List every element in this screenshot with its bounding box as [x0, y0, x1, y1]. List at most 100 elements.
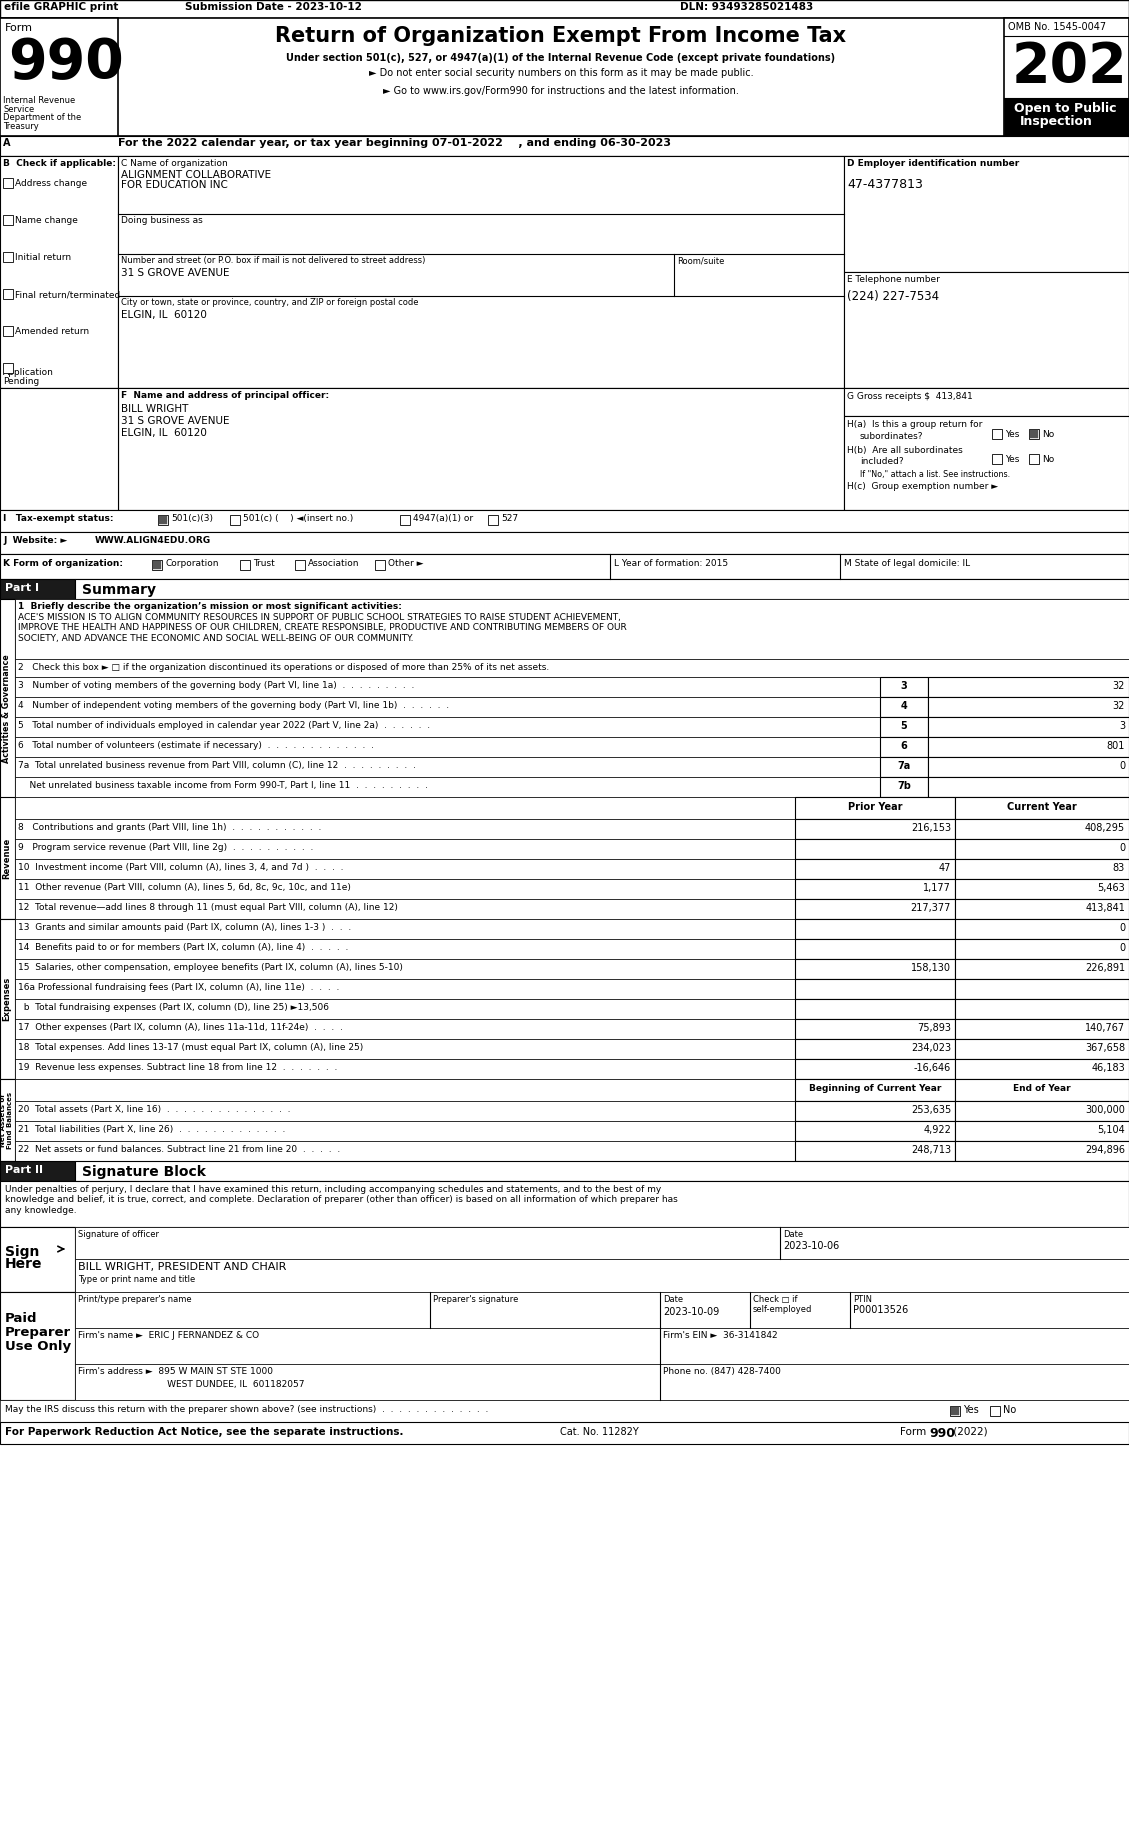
Bar: [951, 1406, 959, 1416]
Text: Part II: Part II: [5, 1164, 43, 1175]
Text: 19  Revenue less expenses. Subtract line 18 from line 12  .  .  .  .  .  .  .: 19 Revenue less expenses. Subtract line …: [18, 1063, 338, 1072]
Text: Room/suite: Room/suite: [677, 257, 725, 264]
Text: Preparer: Preparer: [5, 1327, 71, 1340]
Text: Net unrelated business taxable income from Form 990-T, Part I, line 11  .  .  . : Net unrelated business taxable income fr…: [18, 782, 428, 789]
Bar: [795, 979, 955, 1000]
Text: Print/type preparer's name: Print/type preparer's name: [78, 1295, 192, 1305]
Bar: [955, 1122, 1129, 1140]
Bar: [955, 1039, 1129, 1059]
Bar: [15, 880, 795, 898]
Text: City or town, state or province, country, and ZIP or foreign postal code: City or town, state or province, country…: [121, 298, 419, 307]
Text: Under section 501(c), 527, or 4947(a)(1) of the Internal Revenue Code (except pr: Under section 501(c), 527, or 4947(a)(1)…: [287, 54, 835, 63]
Bar: [0, 796, 15, 918]
Bar: [879, 758, 928, 776]
Text: Summary: Summary: [82, 582, 156, 597]
Text: Under penalties of perjury, I declare that I have examined this return, includin: Under penalties of perjury, I declare th…: [5, 1185, 677, 1214]
Text: 16a Professional fundraising fees (Part IX, column (A), line 11e)  .  .  .  .: 16a Professional fundraising fees (Part …: [18, 983, 340, 992]
Bar: [0, 388, 119, 510]
Text: 990: 990: [8, 35, 124, 91]
Text: Part I: Part I: [5, 582, 40, 593]
Text: Revenue: Revenue: [2, 837, 11, 878]
Bar: [1004, 98, 1129, 137]
Text: Corporation: Corporation: [165, 558, 219, 567]
Text: b  Total fundraising expenses (Part IX, column (D), line 25) ►13,506: b Total fundraising expenses (Part IX, c…: [18, 1003, 329, 1013]
Bar: [928, 758, 1129, 776]
Bar: [15, 758, 879, 776]
Bar: [3, 362, 14, 373]
Text: Submission Date - 2023-10-12: Submission Date - 2023-10-12: [185, 2, 362, 11]
Bar: [795, 918, 955, 939]
Text: Form: Form: [5, 22, 33, 33]
Bar: [230, 516, 240, 525]
Text: 300,000: 300,000: [1085, 1105, 1124, 1114]
Bar: [0, 1227, 75, 1292]
Text: Cat. No. 11282Y: Cat. No. 11282Y: [560, 1427, 639, 1438]
Text: 6   Total number of volunteers (estimate if necessary)  .  .  .  .  .  .  .  .  : 6 Total number of volunteers (estimate i…: [18, 741, 374, 750]
Bar: [795, 839, 955, 859]
Text: 501(c) (    ) ◄(insert no.): 501(c) ( ) ◄(insert no.): [243, 514, 353, 523]
Bar: [0, 388, 1129, 510]
Text: If "No," attach a list. See instructions.: If "No," attach a list. See instructions…: [860, 469, 1010, 479]
Bar: [1030, 431, 1038, 438]
Bar: [990, 1406, 1000, 1416]
Bar: [795, 959, 955, 979]
Bar: [75, 1329, 1129, 1364]
Text: Sign: Sign: [5, 1246, 40, 1258]
Text: Expenses: Expenses: [2, 978, 11, 1022]
Text: ALIGNMENT COLLABORATIVE: ALIGNMENT COLLABORATIVE: [121, 170, 271, 179]
Text: 5: 5: [901, 721, 908, 732]
Bar: [928, 717, 1129, 737]
Bar: [955, 1018, 1129, 1039]
Text: M State of legal domicile: IL: M State of legal domicile: IL: [844, 558, 970, 567]
Text: 1  Briefly describe the organization’s mission or most significant activities:: 1 Briefly describe the organization’s mi…: [18, 602, 402, 612]
Bar: [955, 1059, 1129, 1079]
Bar: [154, 562, 161, 569]
Bar: [0, 532, 1129, 554]
Text: Service: Service: [3, 105, 34, 115]
Bar: [795, 1122, 955, 1140]
Bar: [0, 0, 1129, 18]
Text: Firm's name ►  ERIC J FERNANDEZ & CO: Firm's name ► ERIC J FERNANDEZ & CO: [78, 1331, 260, 1340]
Text: Doing business as: Doing business as: [121, 216, 203, 225]
Bar: [15, 979, 795, 1000]
Text: 3: 3: [901, 682, 908, 691]
Bar: [0, 155, 1129, 388]
Text: 32: 32: [1112, 682, 1124, 691]
Text: 0: 0: [1119, 761, 1124, 771]
Bar: [992, 455, 1003, 464]
Text: E Telephone number: E Telephone number: [847, 275, 939, 285]
Text: (2022): (2022): [949, 1427, 988, 1438]
Bar: [844, 388, 1129, 416]
Text: 4947(a)(1) or: 4947(a)(1) or: [413, 514, 473, 523]
Bar: [15, 599, 1129, 660]
Text: 226,891: 226,891: [1085, 963, 1124, 974]
Text: 5,104: 5,104: [1097, 1125, 1124, 1135]
Text: subordinates?: subordinates?: [860, 432, 924, 442]
Bar: [955, 898, 1129, 918]
Text: Firm's EIN ►  36-3141842: Firm's EIN ► 36-3141842: [663, 1331, 778, 1340]
Bar: [3, 325, 14, 336]
Text: 294,896: 294,896: [1085, 1146, 1124, 1155]
Bar: [795, 1101, 955, 1122]
Bar: [955, 880, 1129, 898]
Text: 12  Total revenue—add lines 8 through 11 (must equal Part VIII, column (A), line: 12 Total revenue—add lines 8 through 11 …: [18, 904, 397, 913]
Text: No: No: [1003, 1404, 1016, 1416]
Text: D Employer identification number: D Employer identification number: [847, 159, 1019, 168]
Bar: [15, 898, 795, 918]
Bar: [795, 1079, 955, 1101]
Bar: [15, 859, 795, 880]
Bar: [955, 918, 1129, 939]
Text: 13  Grants and similar amounts paid (Part IX, column (A), lines 1-3 )  .  .  .: 13 Grants and similar amounts paid (Part…: [18, 922, 351, 931]
Text: WEST DUNDEE, IL  601182057: WEST DUNDEE, IL 601182057: [78, 1380, 305, 1390]
Bar: [955, 939, 1129, 959]
Bar: [15, 737, 879, 758]
Text: self-employed: self-employed: [753, 1305, 813, 1314]
Bar: [15, 1039, 795, 1059]
Bar: [955, 796, 1129, 819]
Text: 4: 4: [901, 700, 908, 711]
Bar: [0, 599, 15, 819]
Text: 253,635: 253,635: [911, 1105, 951, 1114]
Bar: [955, 959, 1129, 979]
Text: ELGIN, IL  60120: ELGIN, IL 60120: [121, 310, 207, 320]
Text: J  Website: ►: J Website: ►: [3, 536, 68, 545]
